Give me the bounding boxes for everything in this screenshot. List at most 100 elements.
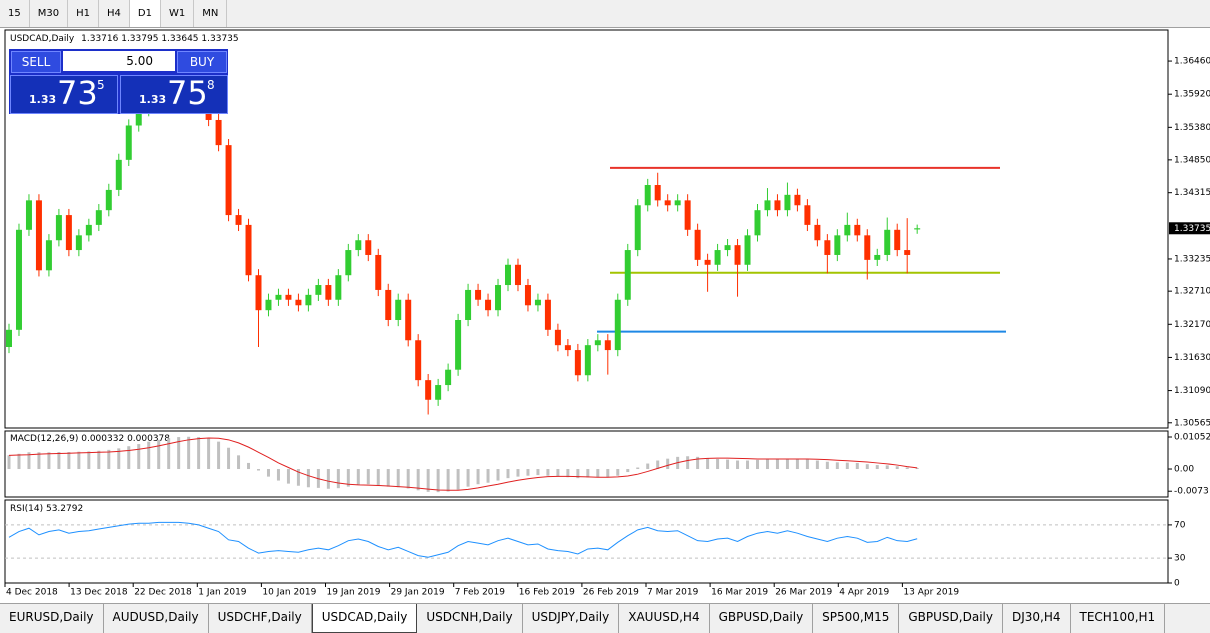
candle-body bbox=[524, 285, 531, 306]
chart-tab[interactable]: USDCHF,Daily bbox=[209, 604, 312, 633]
candle-body bbox=[854, 224, 861, 236]
x-tick-label: 7 Feb 2019 bbox=[455, 588, 506, 598]
rsi-frame bbox=[4, 499, 1169, 584]
buy-button[interactable]: BUY bbox=[177, 51, 227, 73]
chart-tab[interactable]: USDCNH,Daily bbox=[417, 604, 523, 633]
candle-body bbox=[275, 294, 282, 300]
candle-body bbox=[85, 224, 92, 236]
candle-body bbox=[844, 224, 851, 236]
candle-body bbox=[485, 299, 492, 311]
macd-name: MACD(12,26,9) bbox=[10, 434, 78, 444]
candle-body bbox=[225, 145, 232, 216]
candle-body bbox=[734, 245, 741, 265]
ask-price[interactable]: 1.33 75 8 bbox=[120, 74, 228, 114]
y-tick-label: 30 bbox=[1174, 554, 1186, 564]
y-tick-label: 1.32170 bbox=[1174, 320, 1210, 330]
candle-body bbox=[784, 194, 791, 211]
y-tick-label: 1.36460 bbox=[1174, 57, 1210, 67]
chart-tab[interactable]: XAUUSD,H4 bbox=[619, 604, 710, 633]
candle-body bbox=[445, 369, 452, 386]
bid-price[interactable]: 1.33 73 5 bbox=[10, 74, 118, 114]
candle-body bbox=[814, 224, 821, 241]
chart-tab[interactable]: EURUSD,Daily bbox=[0, 604, 104, 633]
candle-body bbox=[95, 210, 102, 225]
chart-tab[interactable]: TECH100,H1 bbox=[1071, 604, 1166, 633]
timeframe-button[interactable]: H4 bbox=[99, 0, 130, 27]
chart-tab[interactable]: AUDUSD,Daily bbox=[104, 604, 209, 633]
candle-body bbox=[874, 254, 881, 260]
candle-body bbox=[544, 299, 551, 330]
trade-panel: SELL 5.00 BUY 1.33 73 5 1.33 75 8 bbox=[9, 49, 228, 114]
chart-tab[interactable]: USDJPY,Daily bbox=[523, 604, 620, 633]
candle-body bbox=[425, 380, 432, 400]
x-tick-label: 26 Mar 2019 bbox=[775, 588, 832, 598]
candle-body bbox=[285, 294, 292, 300]
candle-body bbox=[604, 340, 611, 351]
candle-body bbox=[674, 200, 681, 206]
chart-tab[interactable]: SP500,M15 bbox=[813, 604, 900, 633]
symbol: USDCAD,Daily bbox=[10, 34, 75, 44]
x-tick-label: 26 Feb 2019 bbox=[583, 588, 639, 598]
candle-body bbox=[15, 229, 22, 330]
ask-point: 8 bbox=[207, 78, 215, 92]
candle-body bbox=[135, 110, 142, 126]
y-tick-label: 1.35920 bbox=[1174, 90, 1210, 100]
rsi-name: RSI(14) bbox=[10, 504, 43, 514]
candle-body bbox=[505, 264, 511, 286]
candle-body bbox=[714, 250, 721, 265]
timeframe-toolbar: 15 M30 H1 H4 D1 W1 MN bbox=[0, 0, 1210, 28]
timeframe-button[interactable]: W1 bbox=[161, 0, 195, 27]
candle-body bbox=[385, 289, 392, 321]
candle-body bbox=[215, 119, 222, 146]
candle-body bbox=[365, 240, 372, 255]
candle-body bbox=[45, 240, 52, 271]
candle-body bbox=[125, 125, 132, 160]
chart-tab[interactable]: GBPUSD,Daily bbox=[710, 604, 814, 633]
candle-body bbox=[255, 275, 262, 311]
bid-big: 1.33 bbox=[29, 93, 57, 106]
chart-tabs: EURUSD,Daily AUDUSD,Daily USDCHF,Daily USDC… bbox=[0, 603, 1210, 633]
y-tick-label: 0.00 bbox=[1174, 465, 1194, 475]
candle-body bbox=[704, 259, 711, 265]
chart-tab[interactable]: GBPUSD,Daily bbox=[899, 604, 1003, 633]
candle-body bbox=[315, 285, 322, 295]
candle-body bbox=[455, 320, 462, 370]
chart-title: USDCAD,Daily 1.33716 1.33795 1.33645 1.3… bbox=[10, 34, 239, 44]
candle-body bbox=[115, 159, 122, 190]
candle-body bbox=[884, 229, 891, 255]
candle-body bbox=[804, 205, 811, 225]
y-tick-label: 1.35380 bbox=[1174, 123, 1210, 133]
candle-body bbox=[265, 299, 272, 311]
candle-body bbox=[495, 285, 502, 311]
candle-body bbox=[664, 200, 671, 206]
x-tick-label: 10 Jan 2019 bbox=[262, 588, 316, 598]
timeframe-button[interactable]: D1 bbox=[129, 0, 161, 27]
candle-body bbox=[634, 205, 641, 251]
x-tick-label: 29 Jan 2019 bbox=[391, 588, 445, 598]
timeframe-button[interactable]: H1 bbox=[68, 0, 99, 27]
candle-body bbox=[355, 240, 362, 251]
timeframe-button[interactable]: M30 bbox=[30, 0, 69, 27]
candle-body bbox=[295, 299, 302, 306]
timeframe-button[interactable]: 15 bbox=[0, 0, 30, 27]
chart-tab[interactable]: USDCAD,Daily bbox=[311, 604, 418, 633]
sell-button[interactable]: SELL bbox=[11, 51, 61, 73]
x-tick-label: 7 Mar 2019 bbox=[647, 588, 699, 598]
timeframe-button[interactable]: MN bbox=[194, 0, 228, 27]
x-tick-label: 22 Dec 2018 bbox=[134, 588, 192, 598]
candle-body bbox=[305, 294, 312, 306]
candle-body bbox=[335, 275, 342, 300]
y-tick-label: 0 bbox=[1174, 579, 1180, 589]
y-tick-label: 1.33235 bbox=[1174, 254, 1210, 264]
chart-tab[interactable]: DJ30,H4 bbox=[1003, 604, 1071, 633]
lot-input[interactable]: 5.00 bbox=[63, 51, 175, 71]
ask-big: 1.33 bbox=[139, 93, 167, 106]
candle-body bbox=[774, 200, 781, 211]
candle-body bbox=[6, 329, 12, 348]
candle-body bbox=[514, 264, 521, 286]
candle-body bbox=[894, 229, 901, 251]
ask-pips: 75 bbox=[167, 74, 208, 112]
y-tick-label: 70 bbox=[1174, 520, 1186, 530]
candle-body bbox=[55, 215, 62, 241]
